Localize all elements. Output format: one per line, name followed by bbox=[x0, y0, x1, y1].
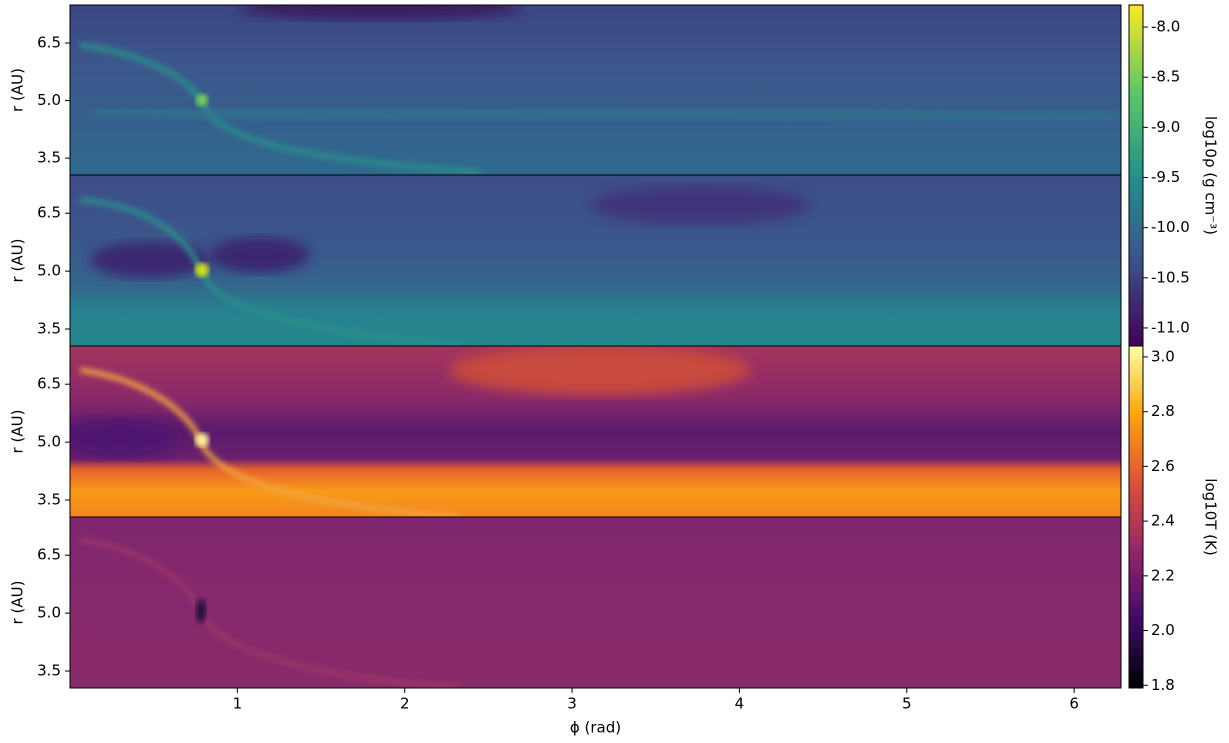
x-tick-label: 4 bbox=[735, 695, 745, 713]
y-tick-label: 6.5 bbox=[37, 546, 61, 564]
temperature-map-2 bbox=[70, 517, 1121, 688]
y-axis-label: r (AU) bbox=[9, 68, 27, 112]
colorbar-label: log10ρ (g cm⁻³) bbox=[1202, 116, 1220, 235]
colorbar-tick-label: 3.0 bbox=[1151, 347, 1175, 365]
colorbar-tick-label: -10.5 bbox=[1151, 268, 1190, 286]
colorbar bbox=[1128, 345, 1144, 689]
y-axis-label: r (AU) bbox=[9, 581, 27, 625]
y-tick-label: 6.5 bbox=[37, 33, 61, 51]
y-tick-label: 5.0 bbox=[37, 262, 61, 280]
y-axis-label: r (AU) bbox=[9, 239, 27, 283]
colorbar bbox=[1128, 4, 1144, 347]
colorbar-tick-label: 2.0 bbox=[1151, 621, 1175, 639]
y-tick-label: 3.5 bbox=[37, 149, 61, 167]
colorbar-tick-label: -9.0 bbox=[1151, 118, 1180, 136]
y-tick-label: 3.5 bbox=[37, 320, 61, 338]
temperature-map-1 bbox=[70, 346, 1121, 517]
colorbar-tick-label: 2.6 bbox=[1151, 457, 1175, 475]
colorbar-tick-label: -11.0 bbox=[1151, 318, 1190, 336]
plot-frame bbox=[69, 516, 1122, 689]
density-map-1 bbox=[70, 5, 1121, 175]
x-tick-label: 1 bbox=[233, 695, 243, 713]
x-axis-label: ϕ (rad) bbox=[570, 719, 621, 737]
y-tick-label: 5.0 bbox=[37, 604, 61, 622]
colorbar-tick-label: -8.5 bbox=[1151, 68, 1180, 86]
y-tick-label: 6.5 bbox=[37, 375, 61, 393]
x-tick-label: 3 bbox=[567, 695, 577, 713]
y-tick-label: 3.5 bbox=[37, 662, 61, 680]
density-map-2 bbox=[70, 175, 1121, 346]
colorbar-tick-label: 2.8 bbox=[1151, 402, 1175, 420]
colorbar-tick-label: -8.0 bbox=[1151, 18, 1180, 36]
x-tick-label: 2 bbox=[400, 695, 410, 713]
y-tick-label: 5.0 bbox=[37, 91, 61, 109]
y-tick-label: 6.5 bbox=[37, 204, 61, 222]
colorbar-tick-label: 2.4 bbox=[1151, 512, 1175, 530]
colorbar-tick-label: 1.8 bbox=[1151, 676, 1175, 694]
y-tick-label: 5.0 bbox=[37, 433, 61, 451]
colorbar-tick-label: -9.5 bbox=[1151, 168, 1180, 186]
x-tick-label: 5 bbox=[902, 695, 912, 713]
y-tick-label: 3.5 bbox=[37, 491, 61, 509]
x-tick-label: 6 bbox=[1069, 695, 1079, 713]
y-axis-label: r (AU) bbox=[9, 410, 27, 454]
colorbar-tick-label: -10.0 bbox=[1151, 218, 1190, 236]
colorbar-label: log10T (K) bbox=[1202, 478, 1220, 555]
colorbar-tick-label: 2.2 bbox=[1151, 566, 1175, 584]
